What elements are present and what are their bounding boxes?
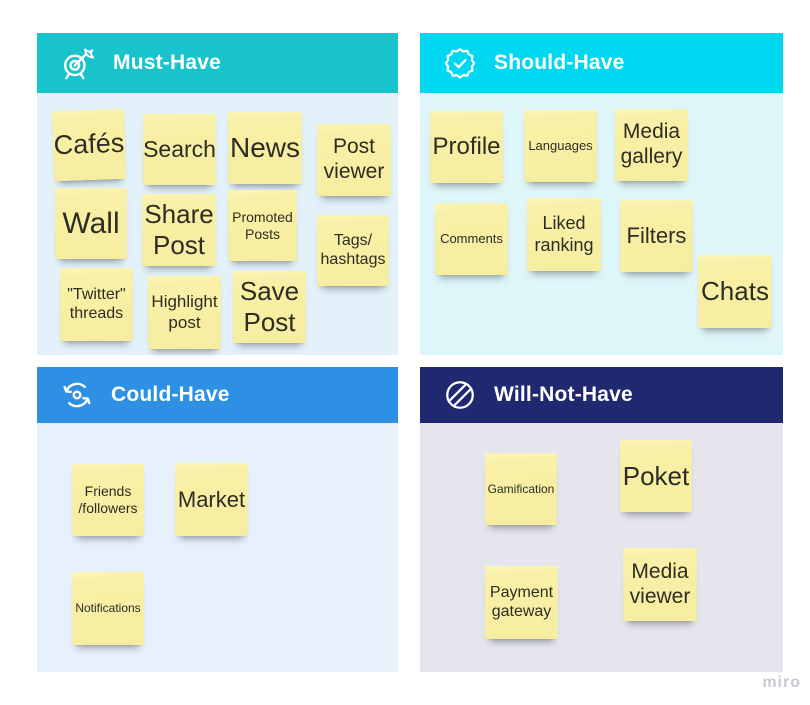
sticky-note-text: Poket bbox=[622, 460, 690, 491]
sticky-note-text: Tags/ hashtags bbox=[320, 231, 386, 268]
cycle-arrows-icon bbox=[59, 377, 95, 413]
sticky-note-text: Liked ranking bbox=[534, 213, 594, 255]
sticky-note[interactable]: Cafés bbox=[51, 108, 127, 182]
sticky-note[interactable]: Promoted Posts bbox=[228, 190, 297, 261]
sticky-note-text: Search bbox=[143, 135, 216, 162]
sticky-note-text: Payment gateway bbox=[489, 583, 554, 620]
sticky-note[interactable]: Languages bbox=[524, 110, 597, 182]
sticky-note[interactable]: Wall bbox=[55, 188, 127, 259]
sticky-note[interactable]: Media viewer bbox=[623, 548, 697, 621]
will-not-have-header: Will-Not-Have bbox=[420, 367, 783, 423]
sticky-note[interactable]: Payment gateway bbox=[485, 566, 558, 639]
sticky-note[interactable]: Media gallery bbox=[615, 109, 688, 181]
sticky-note[interactable]: Post viewer bbox=[317, 124, 391, 196]
will-not-have-panel bbox=[420, 423, 783, 672]
sticky-note[interactable]: Friends /followers bbox=[72, 464, 144, 536]
sticky-note[interactable]: Market bbox=[175, 463, 248, 536]
sticky-note[interactable]: Comments bbox=[435, 203, 508, 275]
sticky-note-text: Gamification bbox=[487, 481, 555, 496]
sticky-note-text: "Twitter" threads bbox=[67, 285, 126, 322]
sticky-note[interactable]: News bbox=[228, 112, 302, 184]
sticky-note-text: Languages bbox=[528, 138, 593, 154]
sticky-note[interactable]: Gamification bbox=[485, 453, 557, 525]
sticky-note-text: Market bbox=[177, 486, 246, 512]
sticky-note-text: Share Post bbox=[144, 199, 214, 260]
could-have-header: Could-Have bbox=[37, 367, 398, 423]
sticky-note[interactable]: Highlight post bbox=[148, 276, 221, 349]
sticky-note[interactable]: Save Post bbox=[233, 271, 306, 343]
sticky-note[interactable]: Chats bbox=[698, 255, 772, 328]
sticky-note-text: Friends /followers bbox=[78, 483, 138, 516]
sticky-note-text: Cafés bbox=[53, 127, 125, 161]
should-have-header: Should-Have bbox=[420, 33, 783, 93]
sticky-note[interactable]: Liked ranking bbox=[527, 198, 601, 271]
sticky-note[interactable]: "Twitter" threads bbox=[60, 268, 133, 341]
quadrant-will-not-have: Will-Not-Have bbox=[420, 367, 783, 672]
sticky-note-text: Filters bbox=[626, 223, 687, 249]
sticky-note-text: Media gallery bbox=[620, 120, 683, 168]
sticky-note[interactable]: Share Post bbox=[142, 194, 216, 266]
sticky-note-text: News bbox=[230, 132, 301, 164]
will-not-have-title: Will-Not-Have bbox=[494, 383, 633, 406]
sticky-note[interactable]: Profile bbox=[430, 111, 503, 183]
should-have-title: Should-Have bbox=[494, 51, 625, 74]
could-have-title: Could-Have bbox=[111, 383, 230, 406]
sticky-note-text: Notifications bbox=[75, 601, 141, 616]
sticky-note-text: Save Post bbox=[239, 276, 300, 337]
badge-check-icon bbox=[442, 45, 478, 81]
sticky-note-text: Profile bbox=[432, 132, 501, 160]
target-dart-icon bbox=[59, 44, 97, 82]
sticky-note-text: Highlight post bbox=[151, 292, 218, 332]
sticky-note[interactable]: Notifications bbox=[72, 572, 144, 645]
sticky-note[interactable]: Poket bbox=[620, 440, 692, 512]
must-have-header: Must-Have bbox=[37, 33, 398, 93]
sticky-note-text: Comments bbox=[440, 231, 503, 247]
blocked-icon bbox=[442, 377, 478, 413]
sticky-note-text: Post viewer bbox=[323, 135, 385, 183]
sticky-note-text: Promoted Posts bbox=[232, 208, 293, 242]
sticky-note-text: Media viewer bbox=[629, 559, 691, 608]
sticky-note[interactable]: Tags/ hashtags bbox=[317, 215, 389, 286]
miro-watermark: miro bbox=[762, 674, 801, 691]
sticky-note-text: Wall bbox=[62, 206, 120, 240]
sticky-note[interactable]: Filters bbox=[620, 200, 693, 272]
sticky-note-text: Chats bbox=[701, 276, 769, 307]
must-have-title: Must-Have bbox=[113, 51, 221, 74]
sticky-note[interactable]: Search bbox=[143, 114, 216, 185]
